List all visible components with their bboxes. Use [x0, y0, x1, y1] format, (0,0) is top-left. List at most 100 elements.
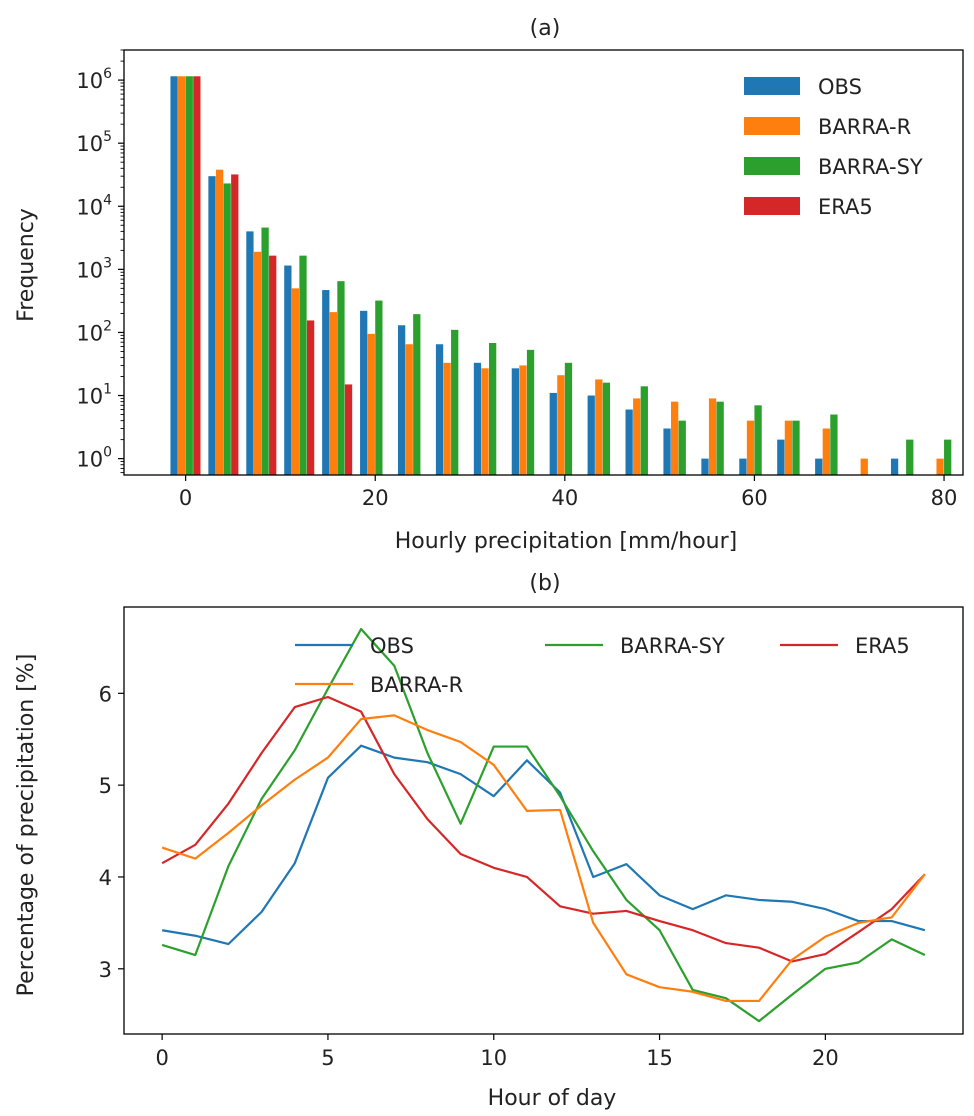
bar-barra-sy-20 [375, 300, 383, 475]
bar-obs-68 [815, 458, 823, 475]
legend-label-era5: ERA5 [855, 634, 910, 658]
bar-barra-sy-40 [564, 362, 573, 475]
y-tick-label: 3 [99, 958, 112, 982]
x-tick-label: 60 [741, 486, 768, 510]
y-tick-label: 103 [76, 255, 112, 282]
legend-label-barra-sy: BARRA-SY [818, 155, 923, 179]
y-tick-label: 6 [99, 682, 112, 706]
bar-era5-4 [231, 174, 239, 475]
panel-b-legend: OBS BARRA-SY ERA5 BARRA-R [295, 634, 910, 697]
bar-barra-sy-56 [716, 401, 724, 475]
bar-obs-24 [397, 325, 406, 475]
bar-barra-r-28 [443, 362, 451, 475]
bar-obs-52 [663, 428, 671, 475]
panel-a-ylabel: Frequency [14, 208, 39, 322]
bar-barra-r-8 [253, 251, 262, 475]
bar-barra-r-68 [822, 428, 830, 475]
x-tick-label: 0 [155, 1046, 168, 1070]
bar-era5-12 [306, 320, 315, 475]
bar-obs-40 [549, 392, 557, 475]
bar-barra-sy-36 [526, 349, 535, 475]
bar-barra-sy-12 [299, 255, 307, 475]
bar-barra-r-56 [708, 398, 717, 475]
panel-b-ticks: 0 5 10 15 20 3 4 5 6 [99, 682, 839, 1070]
bar-barra-r-20 [367, 333, 375, 475]
panel-b-lines [161, 627, 926, 1023]
bar-barra-r-44 [595, 379, 603, 475]
bar-barra-sy-60 [754, 405, 762, 475]
bar-barra-r-16 [329, 312, 337, 475]
bar-obs-56 [701, 458, 709, 475]
bar-era5-16 [344, 384, 353, 475]
bar-barra-sy-4 [223, 183, 231, 475]
legend-label-barra-r: BARRA-R [818, 115, 911, 139]
bar-barra-sy-52 [678, 420, 686, 475]
x-tick-label: 15 [646, 1046, 673, 1070]
bar-obs-0 [170, 76, 178, 476]
legend-swatch-era5 [744, 197, 800, 215]
bar-barra-r-12 [291, 288, 300, 475]
legend-label-era5: ERA5 [818, 195, 873, 219]
bar-barra-sy-0 [185, 76, 193, 476]
panel-a-precipitation-histogram: (a) Frequency Hourly precipitation [mm/h… [14, 16, 964, 554]
bar-barra-r-64 [784, 420, 793, 475]
bar-barra-sy-44 [602, 382, 611, 475]
bar-obs-16 [322, 290, 330, 475]
bar-barra-r-32 [481, 368, 489, 475]
panel-a-xlabel: Hourly precipitation [mm/hour] [395, 529, 738, 554]
x-tick-label: 20 [362, 486, 389, 510]
bar-barra-sy-8 [261, 227, 269, 475]
panel-a-ticks: 0 20 40 60 80 100 101 102 103 104 105 106 [76, 49, 957, 510]
bar-obs-20 [360, 310, 368, 475]
bar-barra-sy-76 [906, 439, 914, 475]
legend-label-obs: OBS [370, 634, 414, 658]
bar-obs-64 [777, 439, 785, 475]
bar-barra-r-72 [860, 458, 868, 475]
bar-obs-48 [625, 409, 633, 475]
bar-barra-r-4 [215, 169, 224, 475]
legend-label-obs: OBS [818, 75, 862, 99]
line-era5 [161, 695, 926, 963]
panel-b-xlabel: Hour of day [488, 1086, 617, 1111]
bar-obs-4 [208, 176, 216, 476]
y-tick-label: 4 [99, 866, 112, 890]
y-tick-label: 104 [76, 192, 112, 219]
y-tick-label: 105 [76, 129, 112, 156]
panel-b-plot-frame [123, 606, 964, 1035]
x-tick-label: 5 [321, 1046, 334, 1070]
bar-era5-0 [193, 76, 201, 476]
bar-obs-28 [435, 344, 444, 475]
bar-barra-r-0 [178, 76, 186, 476]
panel-b-ylabel: Percentage of precipitation [%] [14, 654, 39, 997]
y-tick-label: 102 [76, 318, 112, 345]
legend-swatch-barra-r [744, 117, 800, 135]
panel-b-title: (b) [529, 571, 560, 596]
y-tick-label: 106 [76, 66, 112, 93]
bar-barra-sy-28 [451, 329, 459, 475]
bar-obs-60 [739, 458, 747, 475]
legend-label-barra-sy: BARRA-SY [620, 634, 725, 658]
bar-obs-32 [473, 362, 482, 475]
bar-obs-8 [246, 231, 254, 475]
panel-a-legend: OBS BARRA-R BARRA-SY ERA5 [744, 75, 923, 219]
line-barra-sy [161, 627, 926, 1023]
bar-barra-sy-32 [488, 343, 497, 475]
legend-swatch-obs [744, 77, 800, 95]
line-obs [161, 744, 926, 946]
bar-obs-12 [284, 265, 292, 475]
bar-barra-r-60 [746, 420, 755, 475]
bar-era5-8 [269, 255, 277, 475]
x-tick-label: 40 [551, 486, 578, 510]
bar-barra-r-36 [519, 365, 527, 475]
line-barra-r [161, 714, 926, 1003]
bar-barra-r-80 [936, 458, 944, 475]
bar-obs-36 [511, 368, 520, 475]
panel-b-diurnal-cycle: (b) Percentage of precipitation [%] Hour… [14, 571, 964, 1111]
bar-barra-r-48 [633, 398, 641, 475]
bar-barra-sy-24 [413, 314, 421, 475]
panel-a-bars [170, 76, 952, 476]
bar-barra-sy-68 [830, 414, 838, 475]
y-tick-label: 100 [76, 445, 112, 472]
x-tick-label: 0 [179, 486, 192, 510]
